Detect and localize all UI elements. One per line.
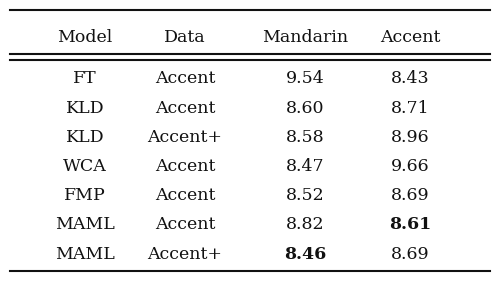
Text: 8.60: 8.60 [286,100,324,117]
Text: 8.47: 8.47 [286,158,325,175]
Text: Accent: Accent [155,158,215,175]
Text: KLD: KLD [66,100,104,117]
Text: 8.46: 8.46 [284,246,326,263]
Text: 8.61: 8.61 [389,216,431,234]
Text: 8.58: 8.58 [286,129,325,146]
Text: MAML: MAML [55,216,115,234]
Text: MAML: MAML [55,246,115,263]
Text: 8.52: 8.52 [286,187,325,204]
Text: Mandarin: Mandarin [262,29,348,46]
Text: 9.66: 9.66 [390,158,430,175]
Text: Model: Model [58,29,112,46]
Text: 8.71: 8.71 [390,100,430,117]
Text: 9.54: 9.54 [286,70,325,88]
Text: Accent: Accent [155,70,215,88]
Text: FMP: FMP [64,187,106,204]
Text: FT: FT [73,70,97,88]
Text: 8.96: 8.96 [390,129,430,146]
Text: Accent: Accent [155,187,215,204]
Text: Accent+: Accent+ [148,246,222,263]
Text: Data: Data [164,29,206,46]
Text: 8.69: 8.69 [390,187,430,204]
Text: 8.82: 8.82 [286,216,325,234]
Text: Accent: Accent [155,216,215,234]
Text: 8.43: 8.43 [390,70,430,88]
Text: Accent: Accent [380,29,440,46]
Text: Accent: Accent [155,100,215,117]
Text: WCA: WCA [63,158,107,175]
Text: KLD: KLD [66,129,104,146]
Text: Accent+: Accent+ [148,129,222,146]
Text: 8.69: 8.69 [390,246,430,263]
